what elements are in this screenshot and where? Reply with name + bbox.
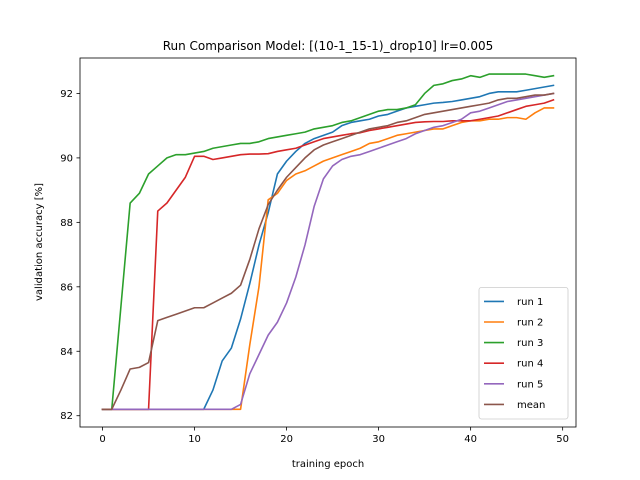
y-tick-label: 92: [60, 89, 73, 100]
series-line-run-5: [101, 92, 555, 411]
x-tick-label: 0: [99, 434, 105, 445]
x-tick-label: 40: [464, 434, 477, 445]
x-tick-label: 50: [556, 434, 569, 445]
y-tick-label: 86: [60, 282, 73, 293]
y-tick-label: 82: [60, 411, 73, 422]
x-tick-label: 20: [280, 434, 293, 445]
y-tick-label: 84: [60, 347, 73, 358]
legend-entry: run 3: [517, 338, 543, 349]
legend-entry: run 1: [517, 297, 543, 308]
series-lines: [101, 73, 555, 411]
series-line-mean: [101, 92, 555, 411]
legend-box: [478, 286, 569, 420]
legend-entry: run 2: [517, 318, 543, 329]
legend-entry: run 4: [517, 359, 543, 370]
legend-entry: run 5: [517, 379, 543, 390]
y-tick-label: 88: [60, 218, 73, 229]
chart-title: Run Comparison Model: [(10-1_15-1)_drop1…: [163, 39, 494, 53]
y-axis-ticks: 82 84 86 88 90 92: [60, 89, 80, 422]
x-tick-label: 30: [372, 434, 385, 445]
legend: run 1 run 2 run 3 run 4 run 5 mean: [478, 286, 569, 420]
y-tick-label: 90: [60, 153, 73, 164]
x-axis-label: training epoch: [292, 459, 364, 470]
series-line-run-3: [101, 73, 555, 411]
x-axis-ticks: 0 10 20 30 40 50: [99, 427, 569, 445]
series-line-run-4: [101, 98, 555, 411]
x-tick-label: 10: [188, 434, 201, 445]
plot-frame: [79, 57, 577, 428]
y-axis-label: validation accuracy [%]: [34, 183, 45, 301]
legend-entry: mean: [517, 400, 545, 411]
